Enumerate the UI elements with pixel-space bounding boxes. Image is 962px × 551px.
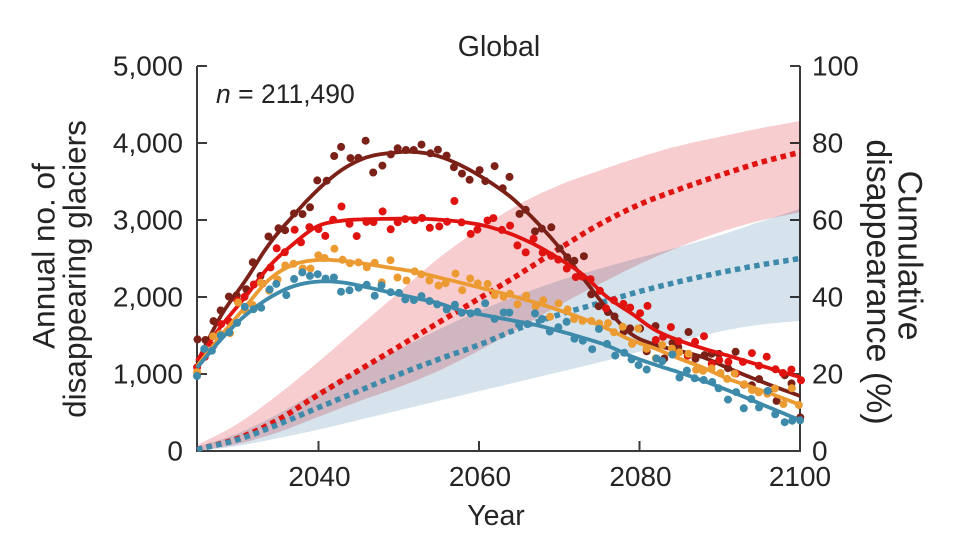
svg-text:2040: 2040 bbox=[288, 461, 350, 492]
svg-text:40: 40 bbox=[812, 282, 843, 313]
svg-text:2080: 2080 bbox=[609, 461, 671, 492]
svg-text:20: 20 bbox=[812, 359, 843, 390]
svg-text:1,000: 1,000 bbox=[113, 359, 183, 390]
svg-text:n = 211,490: n = 211,490 bbox=[216, 79, 355, 109]
svg-text:3,000: 3,000 bbox=[113, 205, 183, 236]
svg-text:5,000: 5,000 bbox=[113, 51, 183, 82]
svg-text:4,000: 4,000 bbox=[113, 128, 183, 159]
svg-text:Year: Year bbox=[467, 500, 525, 532]
svg-text:0: 0 bbox=[167, 436, 183, 467]
svg-text:2100: 2100 bbox=[769, 461, 831, 492]
svg-text:60: 60 bbox=[812, 205, 843, 236]
svg-text:2,000: 2,000 bbox=[113, 282, 183, 313]
svg-text:Annual no. of: Annual no. of bbox=[25, 163, 61, 349]
svg-text:0: 0 bbox=[812, 436, 828, 467]
svg-text:Cumulative: Cumulative bbox=[891, 170, 929, 340]
svg-text:2060: 2060 bbox=[449, 461, 511, 492]
svg-text:disappearing glaciers: disappearing glaciers bbox=[57, 120, 93, 418]
svg-text:80: 80 bbox=[812, 128, 843, 159]
svg-text:Global: Global bbox=[458, 31, 540, 63]
svg-text:disappearance (%): disappearance (%) bbox=[859, 139, 897, 424]
svg-text:100: 100 bbox=[812, 51, 859, 82]
